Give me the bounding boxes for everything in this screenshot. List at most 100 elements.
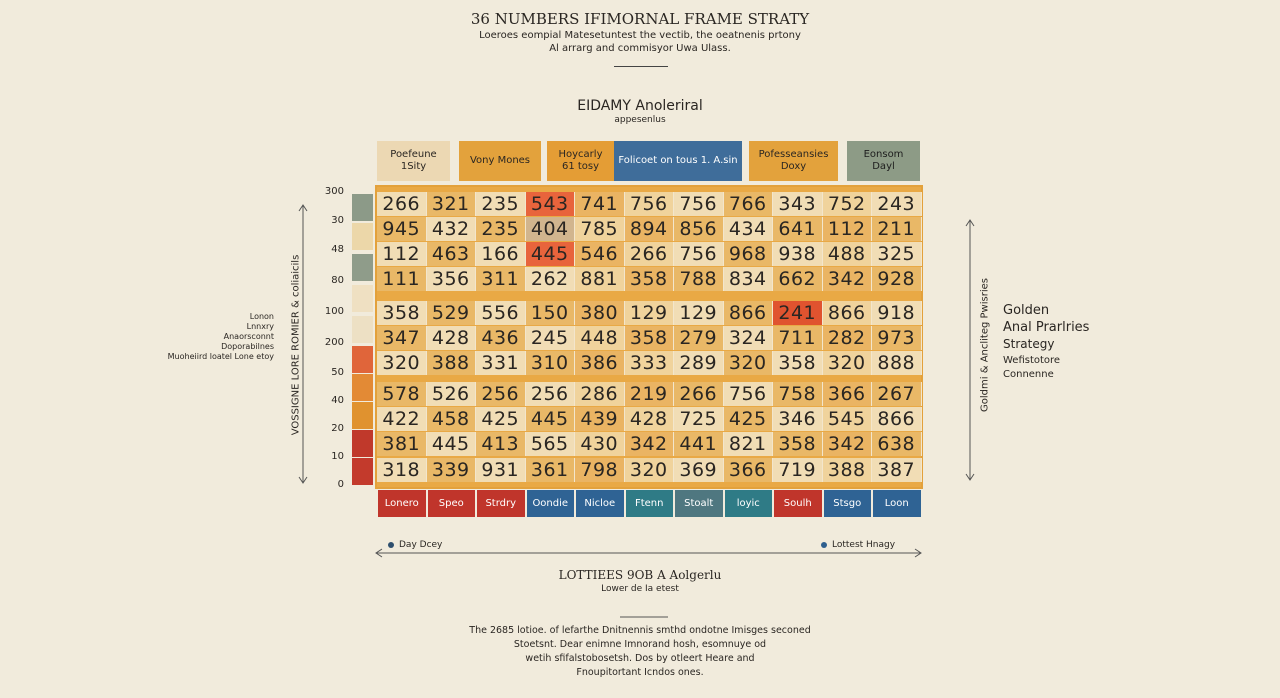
grid-cell: 938	[773, 242, 823, 266]
subtitle: Al arrarg and commisyor Uwa Ulass.	[549, 43, 731, 54]
grid-cell: 428	[624, 407, 674, 431]
grid-cell: 279	[674, 326, 724, 350]
grid-cell: 267	[872, 382, 922, 406]
left-label: Muoheiird loatel Lone etoy	[167, 352, 274, 361]
scale-label: 300	[324, 186, 344, 197]
grid-cell: 129	[674, 301, 724, 325]
grid-cell: 282	[822, 326, 872, 350]
grid-cell: 321	[426, 192, 476, 216]
right-axis-title: Goldmi & Ancliteg Pwisries	[979, 278, 991, 412]
grid-cell: 436	[476, 326, 526, 350]
grid-cell: 388	[426, 351, 476, 375]
bottom-label: Strdry	[477, 490, 525, 517]
grid-cell: 866	[872, 407, 922, 431]
grid-cell: 286	[575, 382, 625, 406]
grid-cell: 320	[624, 458, 674, 482]
grid-cell: 881	[575, 267, 625, 291]
grid-cell: 725	[674, 407, 724, 431]
grid-cell: 333	[624, 351, 674, 375]
grid-cell: 458	[426, 407, 476, 431]
scale-swatch	[352, 316, 373, 343]
right-note: Wefistotore	[1003, 355, 1061, 366]
right-notes: Wefistotore Connenne	[1003, 354, 1060, 382]
grid-cell: 752	[822, 192, 872, 216]
grid-cell: 211	[872, 217, 922, 241]
grid-cell: 387	[872, 458, 922, 482]
grid-cell: 262	[525, 267, 575, 291]
grid-cell: 358	[624, 267, 674, 291]
grid-cell: 445	[525, 407, 575, 431]
grid-cell: 741	[575, 192, 625, 216]
bottom-label: Stoalt	[675, 490, 723, 517]
grid-cell: 821	[723, 432, 773, 456]
left-label: Lonon	[249, 312, 274, 321]
grid-cell: 235	[476, 217, 526, 241]
grid-cell: 361	[525, 458, 575, 482]
bottom-label: Oondie	[526, 490, 574, 517]
grid-cell: 758	[773, 382, 823, 406]
grid-cell: 256	[525, 382, 575, 406]
grid-cell: 432	[426, 217, 476, 241]
column-header: Folicoet on tous 1. A.sin	[614, 141, 742, 181]
grid-cell: 766	[723, 192, 773, 216]
scale-label: 10	[331, 451, 344, 462]
scale-swatch	[352, 254, 373, 281]
grid-cell: 112	[377, 242, 427, 266]
scale-label: 200	[324, 337, 344, 348]
grid-cell: 325	[872, 242, 922, 266]
grid-cell: 266	[624, 242, 674, 266]
grid-cell: 756	[674, 192, 724, 216]
grid-cell: 331	[476, 351, 526, 375]
legend-right: Lottest Hnagy	[832, 540, 896, 550]
scale-label: 100	[324, 306, 344, 317]
grid-cell: 434	[723, 217, 773, 241]
grid-cell: 756	[624, 192, 674, 216]
grid-cell: 235	[476, 192, 526, 216]
grid-cell: 358	[773, 432, 823, 456]
grid-cell: 380	[575, 301, 625, 325]
bottom-label: Loon	[873, 490, 921, 517]
grid-cell: 320	[723, 351, 773, 375]
section-title: EIDAMY Anoleriral	[577, 98, 703, 114]
grid-cell: 894	[624, 217, 674, 241]
grid-cell: 756	[723, 382, 773, 406]
left-labels: Lonon Lnnxry Anaorsconnt Doporabilnes Mu…	[140, 312, 274, 362]
scale-label: 48	[331, 244, 344, 255]
scale-swatch	[352, 194, 373, 221]
grid-cell: 342	[624, 432, 674, 456]
scale-swatch	[352, 458, 373, 485]
grid-cell: 320	[822, 351, 872, 375]
grid-cell: 342	[822, 267, 872, 291]
grid-cell: 256	[476, 382, 526, 406]
subtitle: Loeroes eompial Matesetuntest the vectib…	[479, 30, 801, 41]
grid-cell: 346	[773, 407, 823, 431]
grid-cell: 266	[377, 192, 427, 216]
footer-title: LOTTIEES 9OB A Aolgerlu	[558, 568, 722, 582]
column-header: Vony Mones	[459, 141, 541, 181]
grid-cell: 529	[426, 301, 476, 325]
scale-swatch	[352, 402, 373, 429]
grid-cell: 428	[426, 326, 476, 350]
grid-cell: 968	[723, 242, 773, 266]
grid-cell: 422	[377, 407, 427, 431]
grid-cell: 358	[377, 301, 427, 325]
bottom-label: Nicloe	[576, 490, 624, 517]
column-header: Poefeune 1Sity	[377, 141, 450, 181]
scale-swatch	[352, 430, 373, 457]
grid-cell: 219	[624, 382, 674, 406]
footer-subtitle: Lower de Ia etest	[601, 584, 679, 594]
grid-cell: 388	[822, 458, 872, 482]
grid-cell: 311	[476, 267, 526, 291]
right-note: Connenne	[1003, 369, 1054, 380]
bottom-label: Stsgo	[823, 490, 871, 517]
grid-cell: 369	[674, 458, 724, 482]
grid-cell: 785	[575, 217, 625, 241]
right-title-line: Strategy	[1003, 337, 1055, 351]
grid-cell: 366	[723, 458, 773, 482]
grid-cell: 711	[773, 326, 823, 350]
left-label: Doporabilnes	[221, 342, 274, 351]
grid-cell: 425	[476, 407, 526, 431]
scale-label: 80	[331, 275, 344, 286]
grid-cell: 945	[377, 217, 427, 241]
